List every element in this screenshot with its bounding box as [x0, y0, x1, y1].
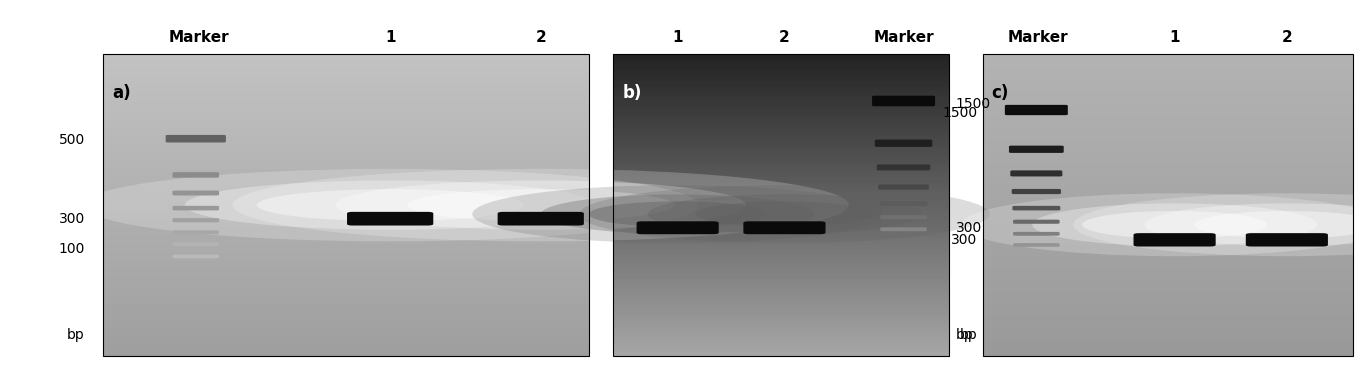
FancyBboxPatch shape: [172, 218, 219, 223]
Text: Marker: Marker: [168, 29, 229, 45]
FancyBboxPatch shape: [172, 255, 219, 258]
FancyBboxPatch shape: [879, 185, 930, 190]
FancyBboxPatch shape: [1013, 243, 1060, 247]
Text: 100: 100: [59, 242, 85, 256]
Text: a): a): [112, 84, 131, 103]
FancyBboxPatch shape: [1010, 170, 1062, 176]
Ellipse shape: [1144, 203, 1369, 246]
Ellipse shape: [335, 180, 746, 230]
FancyBboxPatch shape: [172, 191, 219, 195]
Ellipse shape: [408, 189, 674, 221]
Ellipse shape: [1082, 211, 1268, 238]
Text: 500: 500: [59, 133, 85, 147]
Ellipse shape: [1073, 193, 1369, 256]
FancyBboxPatch shape: [878, 164, 931, 170]
Text: 300: 300: [956, 221, 982, 235]
Text: 2: 2: [535, 29, 546, 45]
Text: 300: 300: [951, 233, 977, 247]
FancyBboxPatch shape: [872, 96, 935, 106]
Text: 2: 2: [779, 29, 790, 45]
Text: bp: bp: [67, 328, 85, 342]
Ellipse shape: [695, 201, 873, 227]
Text: 1500: 1500: [956, 97, 991, 111]
Text: 2: 2: [1281, 29, 1292, 45]
FancyBboxPatch shape: [172, 230, 219, 234]
Bar: [103, 54, 589, 356]
Ellipse shape: [257, 189, 523, 221]
Text: bp: bp: [960, 328, 977, 342]
Text: Marker: Marker: [873, 29, 934, 45]
Text: 1: 1: [672, 29, 683, 45]
Text: 1: 1: [385, 29, 396, 45]
FancyBboxPatch shape: [172, 242, 219, 246]
FancyBboxPatch shape: [172, 172, 219, 178]
FancyBboxPatch shape: [743, 221, 826, 234]
FancyBboxPatch shape: [498, 212, 585, 226]
FancyBboxPatch shape: [875, 140, 932, 147]
Text: Marker: Marker: [1008, 29, 1068, 45]
FancyBboxPatch shape: [1134, 233, 1216, 247]
Ellipse shape: [541, 194, 815, 234]
FancyBboxPatch shape: [1012, 189, 1061, 194]
Text: 300: 300: [59, 212, 85, 226]
Text: bp: bp: [956, 328, 973, 342]
Ellipse shape: [472, 185, 883, 243]
FancyBboxPatch shape: [1246, 233, 1328, 247]
FancyBboxPatch shape: [1009, 146, 1064, 153]
FancyBboxPatch shape: [346, 212, 433, 226]
Text: 1500: 1500: [942, 106, 977, 120]
Ellipse shape: [589, 201, 767, 227]
FancyBboxPatch shape: [1013, 206, 1061, 211]
Text: 1: 1: [1169, 29, 1180, 45]
FancyBboxPatch shape: [166, 135, 226, 142]
Ellipse shape: [1194, 211, 1369, 238]
FancyBboxPatch shape: [880, 215, 927, 219]
Ellipse shape: [961, 193, 1369, 256]
FancyBboxPatch shape: [1013, 232, 1060, 236]
Bar: [613, 54, 949, 356]
Bar: [983, 54, 1353, 356]
Ellipse shape: [233, 169, 849, 241]
FancyBboxPatch shape: [880, 227, 927, 231]
Ellipse shape: [185, 180, 596, 230]
FancyBboxPatch shape: [637, 221, 719, 234]
Ellipse shape: [579, 185, 990, 243]
Text: b): b): [623, 84, 642, 103]
FancyBboxPatch shape: [1013, 220, 1060, 224]
FancyBboxPatch shape: [880, 201, 928, 206]
Ellipse shape: [648, 194, 921, 234]
Ellipse shape: [1032, 203, 1317, 246]
FancyBboxPatch shape: [172, 206, 219, 211]
Text: c): c): [991, 84, 1009, 103]
Ellipse shape: [82, 169, 698, 241]
FancyBboxPatch shape: [1005, 105, 1068, 115]
